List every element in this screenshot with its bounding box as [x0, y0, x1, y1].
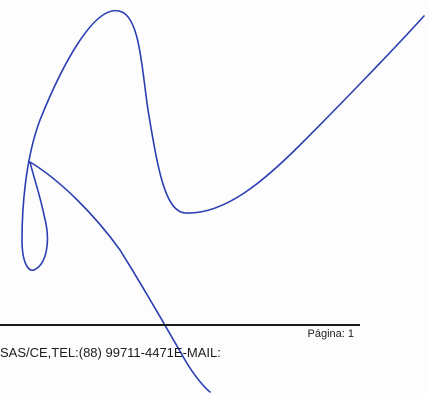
page-number-label: Página: 1 [307, 328, 354, 340]
footer-divider [0, 324, 360, 326]
footer-contact-info: SAS/CE,TEL:(88) 99711-4471E-MAIL: [0, 345, 221, 360]
signature-stroke [21, 9, 425, 393]
